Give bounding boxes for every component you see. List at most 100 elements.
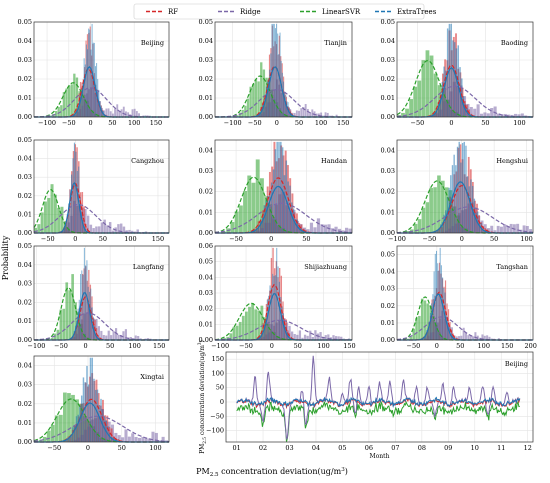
bar-et xyxy=(80,96,82,117)
bar-svr xyxy=(251,303,254,340)
bar-ridge xyxy=(105,108,108,117)
x-tick-label: 50 xyxy=(294,342,302,350)
bar-ridge xyxy=(117,334,120,340)
bar-et xyxy=(88,384,90,442)
bar-svr xyxy=(63,392,67,442)
bar-et xyxy=(264,325,266,340)
axes-frame xyxy=(33,139,170,234)
bar-et xyxy=(450,23,452,117)
x-tick-label: 06 xyxy=(365,444,373,452)
bar-svr xyxy=(73,73,76,117)
bar-ridge xyxy=(316,218,321,233)
bar-rf xyxy=(452,36,455,118)
bar-svr xyxy=(401,112,405,117)
bar-et xyxy=(258,114,260,117)
bar-et xyxy=(79,405,81,442)
x-tick-label: −50 xyxy=(47,444,61,452)
bar-ridge xyxy=(122,226,126,233)
x-tick-label: 07 xyxy=(391,444,399,452)
x-tick-label: 150 xyxy=(501,342,513,350)
bar-et xyxy=(74,325,76,340)
legend-label-3: ExtraTrees xyxy=(397,8,437,16)
bar-rf xyxy=(465,176,468,233)
kde-ridge xyxy=(396,206,534,234)
bar-et xyxy=(461,142,464,233)
bar-et xyxy=(266,81,268,117)
bar-et xyxy=(427,329,429,340)
bar-svr xyxy=(71,274,74,340)
bar-rf xyxy=(65,220,68,233)
bar-ridge xyxy=(122,106,125,117)
y-tick-label: 0.03 xyxy=(18,56,32,64)
bar-rf xyxy=(267,298,269,340)
bar-ridge xyxy=(348,228,352,233)
hist-panel-beijing: −100 −50 0 50 100 150 0.00 0.01 0.02 0.03 0.04 0.05… xyxy=(18,18,170,127)
y-tick-label: 0.05 xyxy=(199,18,213,26)
city-label: Cangzhou xyxy=(131,157,164,165)
bar-et xyxy=(267,196,269,233)
y-tick-label: 0.00 xyxy=(199,336,213,344)
bar-svr xyxy=(405,108,409,117)
bar-ridge xyxy=(309,222,314,233)
bar-et xyxy=(274,28,276,117)
bar-ridge xyxy=(469,106,473,117)
bar-ridge xyxy=(315,113,318,117)
bar-ridge xyxy=(118,110,121,117)
bar-svr xyxy=(415,317,418,340)
bar-ridge xyxy=(300,108,303,117)
y-tick-label: 0.04 xyxy=(199,146,213,154)
x-tick-label: 0 xyxy=(270,342,274,350)
x-tick-label: −50 xyxy=(229,235,243,243)
bar-et xyxy=(80,395,83,442)
bar-rf xyxy=(433,113,436,117)
bar-ridge xyxy=(117,224,120,233)
x-tick-label: 100 xyxy=(513,119,525,127)
bar-et xyxy=(72,427,74,442)
bar-et xyxy=(76,109,78,117)
bar-svr xyxy=(222,231,226,233)
bar-ridge xyxy=(303,334,307,340)
bar-ridge xyxy=(119,334,123,340)
bar-svr xyxy=(46,430,51,442)
bar-svr xyxy=(58,414,63,442)
city-label: Shijiazhuang xyxy=(304,263,347,271)
bar-ridge xyxy=(490,225,494,233)
bar-ridge xyxy=(112,331,115,340)
legend-label-2: LinearSVR xyxy=(322,8,361,16)
timeseries-xlabel: Month xyxy=(370,453,390,460)
bar-ridge xyxy=(483,112,487,117)
y-tick-label: 0.00 xyxy=(199,113,213,121)
bar-ridge xyxy=(476,104,480,117)
bar-ridge xyxy=(324,335,327,340)
y-tick-label: 0.05 xyxy=(381,18,395,26)
bar-et xyxy=(110,436,113,442)
bar-et xyxy=(85,44,87,117)
y-tick-label: 0.01 xyxy=(381,319,395,327)
bar-et xyxy=(93,378,95,442)
bar-rf xyxy=(274,268,276,340)
bar-et xyxy=(432,114,435,117)
bar-svr xyxy=(421,60,426,117)
bar-ridge xyxy=(95,226,98,233)
bar-ridge xyxy=(460,335,463,340)
bar-ridge xyxy=(309,112,312,117)
bar-svr xyxy=(247,175,252,233)
bar-et xyxy=(276,23,278,117)
bar-et xyxy=(279,32,281,117)
bar-et xyxy=(274,149,277,233)
y-tick-label: 0.01 xyxy=(18,210,32,218)
bar-ridge xyxy=(509,223,513,233)
bar-ridge xyxy=(319,332,322,340)
bar-svr xyxy=(409,99,414,117)
bar-ridge xyxy=(481,334,484,340)
bar-et xyxy=(260,336,262,340)
bar-et xyxy=(87,49,89,118)
bar-svr xyxy=(246,98,250,117)
bar-svr xyxy=(67,393,71,442)
y-tick-label: 0.05 xyxy=(381,251,395,259)
x-tick-label: 0 xyxy=(83,342,87,350)
bar-et xyxy=(445,70,447,117)
bar-rf xyxy=(86,386,89,442)
bar-svr xyxy=(257,310,261,340)
bar-et xyxy=(92,42,94,117)
